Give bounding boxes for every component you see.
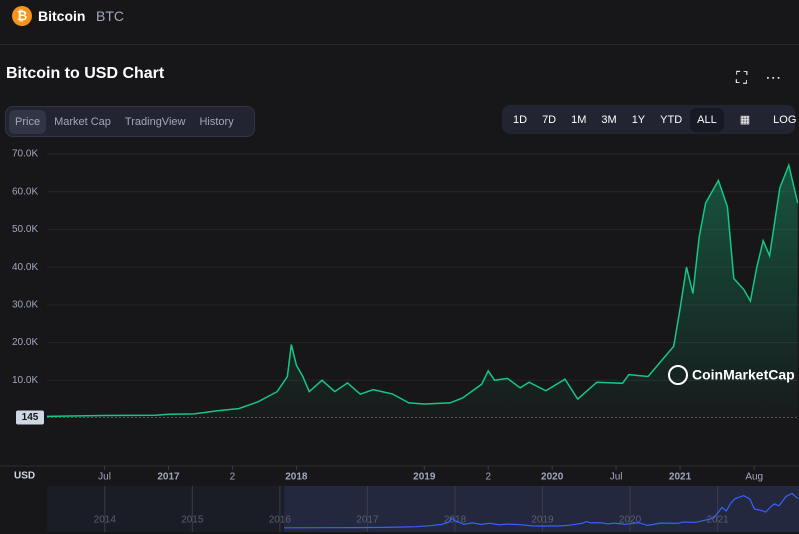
x-tick-label: 2021 <box>669 472 692 483</box>
tab-group: Price Market Cap TradingView History <box>5 106 255 137</box>
range-button[interactable]: YTD <box>660 113 683 126</box>
y-tick-label: 60.0K <box>12 186 38 197</box>
coin-symbol: BTC <box>96 8 124 24</box>
navigator-label: 2020 <box>619 515 642 526</box>
navigator-label: 2021 <box>706 515 729 526</box>
navigator-label: 2014 <box>94 515 117 526</box>
toolbar-icons[interactable]: ⛶ ⋯ <box>736 70 781 87</box>
x-tick-label: Jul <box>98 472 111 483</box>
x-tick-label: 2020 <box>541 472 564 483</box>
watermark: CoinMarketCap <box>692 367 795 383</box>
x-tick-label: Aug <box>745 472 763 483</box>
watermark-logo <box>668 365 688 385</box>
range-button[interactable]: 7D <box>542 113 557 126</box>
range-button[interactable]: 1M <box>571 113 587 126</box>
tab-button[interactable]: TradingView <box>124 115 186 128</box>
navigator-label: 2019 <box>531 515 554 526</box>
y-tick-label: 50.0K <box>12 224 38 235</box>
x-tick-label: 2019 <box>413 472 436 483</box>
range-group: 1D 7D 1M 3M 1Y YTD ALL ▦ LOG <box>502 105 796 134</box>
range-button[interactable]: 1Y <box>631 113 646 126</box>
x-tick-label: 2018 <box>285 472 308 483</box>
x-tick-label: 2 <box>485 472 491 483</box>
start-label: 145 <box>22 412 39 423</box>
tab-button[interactable]: Market Cap <box>54 115 111 128</box>
navigator-label: 2016 <box>269 515 292 526</box>
coin-name: Bitcoin <box>38 8 86 24</box>
range-button[interactable]: 1D <box>513 113 528 126</box>
navigator-label: 2017 <box>356 515 379 526</box>
x-tick-label: 2017 <box>157 472 180 483</box>
currency-label: USD <box>14 471 35 482</box>
y-tick-label: 70.0K <box>12 149 38 160</box>
x-tick-label: Jul <box>610 472 623 483</box>
range-button[interactable]: ALL <box>690 107 724 132</box>
y-tick-label: 10.0K <box>12 375 38 386</box>
price-line <box>46 162 799 418</box>
navigator-label: 2015 <box>181 515 204 526</box>
y-tick-label: 30.0K <box>12 299 38 310</box>
navigator-label: 2018 <box>444 515 467 526</box>
y-tick-label: 20.0K <box>12 337 38 348</box>
x-tick-label: 2 <box>230 472 236 483</box>
tab-button[interactable]: Price <box>9 109 47 134</box>
navigator-window <box>284 486 799 532</box>
log-button[interactable]: LOG <box>773 113 797 126</box>
tab-button[interactable]: History <box>199 115 234 128</box>
y-tick-label: 40.0K <box>12 262 38 273</box>
calendar-button[interactable]: ▦ <box>739 114 751 126</box>
coin-icon: ₿ <box>12 6 32 26</box>
navigator-line <box>284 492 799 529</box>
price-area <box>47 165 798 418</box>
range-button[interactable]: 3M <box>601 113 617 126</box>
top-bar: ₿ Bitcoin BTC <box>0 0 799 45</box>
chart-title: Bitcoin to USD Chart <box>6 65 165 82</box>
start-badge <box>16 410 44 425</box>
